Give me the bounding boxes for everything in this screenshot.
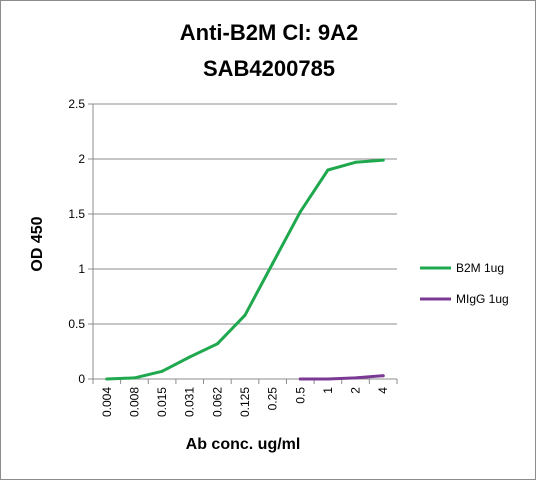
series-2-point (326, 377, 330, 381)
series-1-point (105, 377, 109, 381)
series-2-point (354, 376, 358, 380)
x-tick-label: 0.031 (183, 387, 197, 417)
x-tick-label: 0.5 (293, 387, 307, 404)
y-tick-label: 1 (78, 262, 85, 276)
y-tick-label: 2.5 (68, 97, 85, 111)
legend: B2M 1ug MIgG 1ug (420, 261, 509, 306)
series-line-2 (298, 374, 385, 381)
x-tick-label: 0.015 (155, 387, 169, 417)
series-2-point (298, 377, 302, 381)
series-1-point (215, 342, 219, 346)
gridlines (93, 103, 397, 325)
series-1-point (243, 313, 247, 317)
x-tick-label: 0.062 (210, 387, 224, 417)
series-1-point (298, 210, 302, 214)
x-axis-label: Ab conc. ug/ml (186, 436, 301, 453)
series-1-point (326, 168, 330, 172)
series-1-point (160, 369, 164, 373)
y-axis-label: OD 450 (29, 216, 46, 271)
series-1-point (354, 160, 358, 164)
y-tick-label: 0.5 (68, 317, 85, 331)
x-tick-label: 0.125 (238, 387, 252, 417)
y-tick-label: 2 (78, 152, 85, 166)
series-lines (105, 158, 385, 381)
x-tick-label: 4 (376, 387, 390, 394)
y-tick-label: 0 (78, 372, 85, 386)
series-1-point (381, 158, 385, 162)
x-tick-label: 2 (349, 387, 363, 394)
series-2-point (381, 374, 385, 378)
x-tick-labels: 0.004 0.008 0.015 0.031 0.062 0.125 0.25 0.5 1 2 4 (100, 387, 390, 417)
chart-title-line-2: SAB4200785 (203, 56, 335, 81)
y-tick-label: 1.5 (68, 207, 85, 221)
x-tick-label: 0.25 (266, 387, 280, 411)
series-1-point (188, 355, 192, 359)
x-tick-label: 0.008 (127, 387, 141, 417)
series-1-point (271, 262, 275, 265)
legend-label-1: B2M 1ug (456, 261, 504, 275)
series-line-1 (105, 158, 385, 381)
chart-title-line-1: Anti-B2M Cl: 9A2 (180, 20, 358, 45)
legend-label-2: MIgG 1ug (456, 292, 509, 306)
series-1-point (132, 376, 136, 380)
x-tick-label: 0.004 (100, 387, 114, 417)
y-tick-labels: 0 0.5 1 1.5 2 2.5 (68, 97, 85, 386)
x-tick-label: 1 (321, 387, 335, 394)
axes (88, 103, 398, 384)
